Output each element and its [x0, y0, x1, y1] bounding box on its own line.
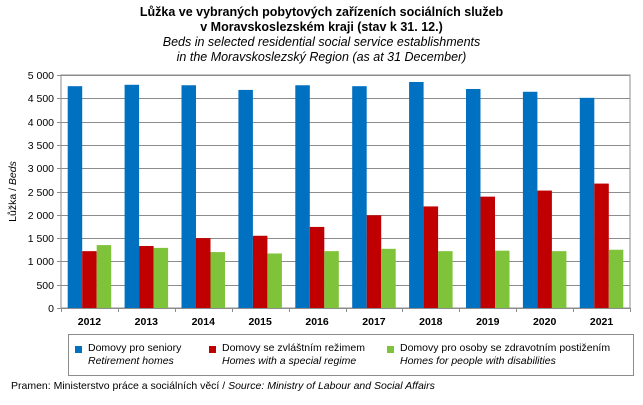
- y-tick-label: 4 000: [28, 117, 54, 129]
- x-tick-label: 2021: [590, 316, 614, 328]
- y-tick-label: 3 000: [28, 163, 54, 175]
- legend-item-disabilities: Domovy pro osoby se zdravotním postižení…: [400, 342, 610, 368]
- bar: [96, 245, 112, 308]
- legend-swatch-disabilities: [387, 346, 394, 353]
- y-axis-title: Lůžka / Beds: [7, 160, 19, 221]
- bar: [466, 88, 481, 308]
- y-tick-label: 0: [48, 303, 54, 315]
- bar: [594, 183, 609, 308]
- bar: [238, 89, 253, 308]
- bar: [181, 85, 196, 308]
- y-tick-label: 4 500: [28, 93, 54, 105]
- legend-item-special-regime: Domovy se zvláštním režimem Homes with a…: [222, 342, 365, 368]
- bar: [295, 85, 310, 308]
- legend: Domovy pro seniory Retirement homes Domo…: [68, 334, 634, 376]
- x-tick-label: 2013: [135, 316, 159, 328]
- legend-label-cs: Domovy pro seniory: [88, 342, 182, 354]
- legend-swatch-special-regime: [209, 346, 216, 353]
- bar: [153, 247, 169, 308]
- x-tick-label: 2018: [419, 316, 443, 328]
- bar: [309, 226, 325, 308]
- x-tick-label: 2015: [248, 316, 272, 328]
- legend-label-en: Homes for people with disabilities: [400, 355, 556, 367]
- bar: [522, 91, 538, 308]
- source-cs: Pramen: Ministerstvo práce a sociálních …: [11, 380, 229, 392]
- x-tick-label: 2019: [476, 316, 500, 328]
- bar: [579, 97, 595, 308]
- bar: [67, 86, 83, 309]
- chart-subtitle-en-line1: Beds in selected residential social serv…: [162, 35, 481, 49]
- y-tick-label: 1 000: [28, 256, 54, 268]
- bar: [495, 250, 510, 308]
- x-tick-label: 2016: [305, 316, 329, 328]
- bar: [352, 86, 367, 309]
- bar: [608, 249, 624, 308]
- legend-swatch-retirement: [75, 346, 82, 353]
- bar: [480, 196, 495, 308]
- x-tick-label: 2017: [362, 316, 386, 328]
- bar: [409, 81, 424, 309]
- y-axis-title-cs: Lůžka /: [7, 185, 19, 222]
- bar: [423, 206, 439, 308]
- bar: [267, 253, 282, 308]
- legend-item-retirement: Domovy pro seniory Retirement homes: [88, 342, 181, 368]
- x-tick-label: 2020: [533, 316, 557, 328]
- chart-title-block: Lůžka ve vybraných pobytových zařízeních…: [0, 5, 643, 65]
- bar: [124, 84, 140, 308]
- y-tick-label: 1 500: [28, 233, 54, 245]
- x-tick-label: 2014: [192, 316, 216, 328]
- bar: [252, 235, 268, 308]
- bar: [438, 251, 453, 308]
- bar: [537, 190, 552, 308]
- y-tick-label: 3 500: [28, 140, 54, 152]
- chart-title-cs-line2: v Moravskoslezském kraji (stav k 31. 12.…: [200, 20, 443, 34]
- legend-label-en: Retirement homes: [88, 355, 174, 367]
- bar: [210, 252, 225, 308]
- bar: [366, 215, 382, 308]
- y-tick-label: 500: [36, 280, 54, 292]
- bar: [324, 251, 339, 308]
- source-en: Source: Ministry of Labour and Social Af…: [228, 380, 435, 392]
- y-tick-label: 2 000: [28, 210, 54, 222]
- y-tick-label: 5 000: [28, 70, 54, 82]
- bar: [551, 251, 567, 308]
- bar: [381, 248, 396, 308]
- source-note: Pramen: Ministerstvo práce a sociálních …: [11, 380, 435, 392]
- chart-subtitle-en-line2: in the Moravskoslezský Region (as at 31 …: [176, 50, 467, 64]
- bar: [82, 251, 97, 308]
- bar: [196, 238, 211, 308]
- bar: [139, 246, 154, 308]
- legend-label-cs: Domovy se zvláštním režimem: [222, 342, 365, 354]
- y-tick-label: 2 500: [28, 187, 54, 199]
- y-axis-title-en: Beds: [7, 160, 19, 185]
- x-tick-label: 2012: [78, 316, 102, 328]
- legend-label-en: Homes with a special regime: [222, 355, 357, 367]
- legend-label-cs: Domovy pro osoby se zdravotním postižení…: [400, 342, 611, 354]
- chart-title-cs-line1: Lůžka ve vybraných pobytových zařízeních…: [139, 5, 504, 19]
